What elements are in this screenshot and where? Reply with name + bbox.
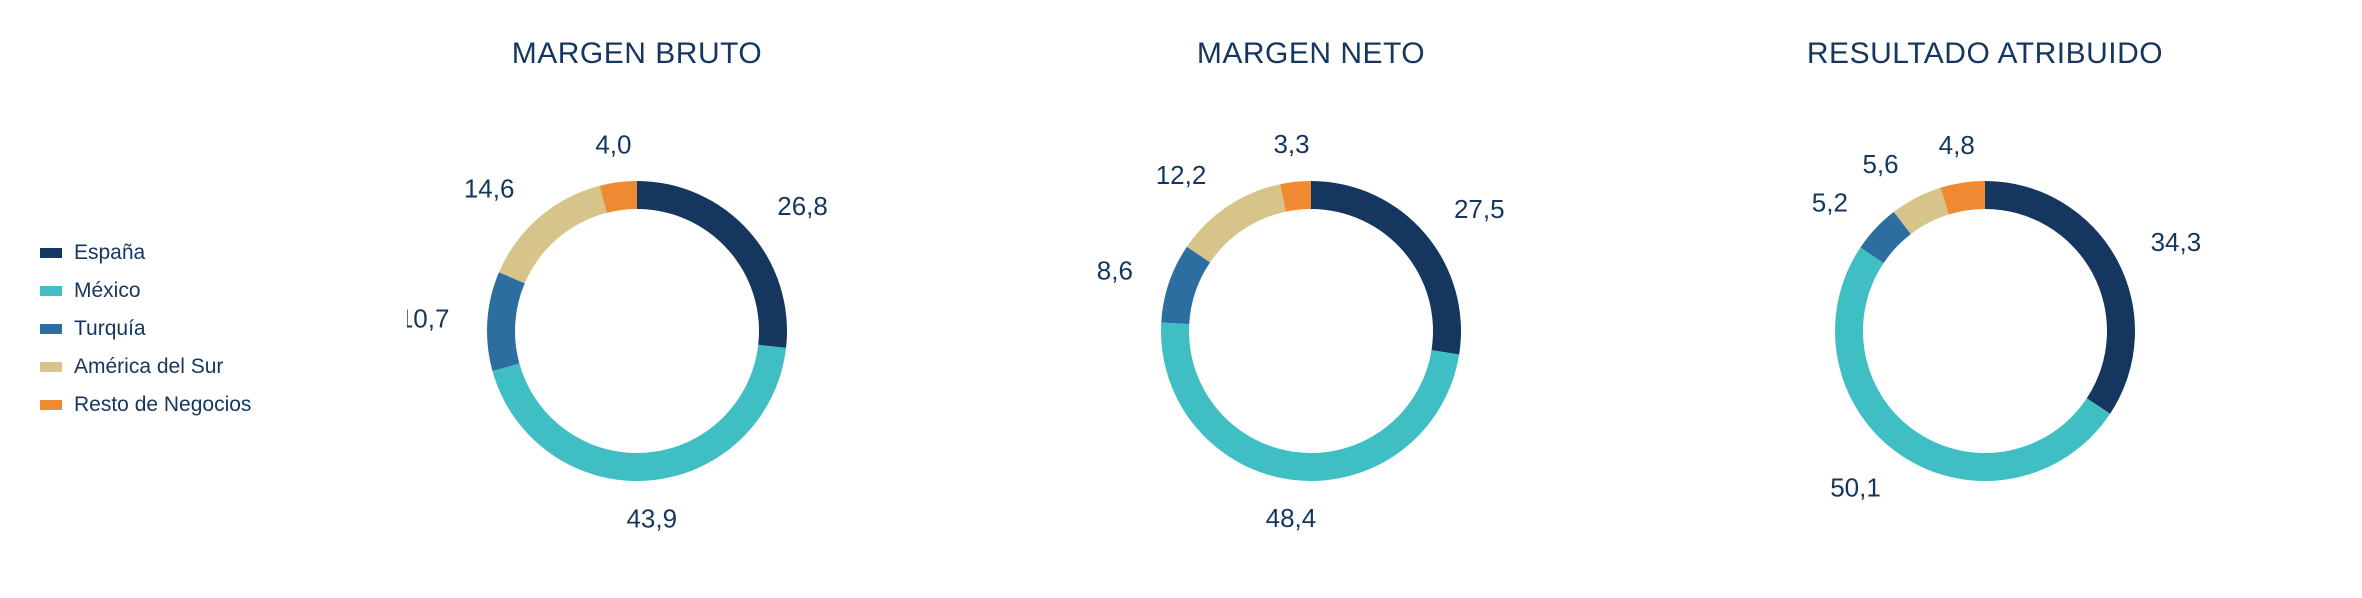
legend-label: Turquía xyxy=(74,317,146,341)
slice-label-espana: 26,8 xyxy=(777,191,828,221)
legend-label: América del Sur xyxy=(74,355,223,379)
slice-espana xyxy=(1311,181,1461,354)
slice-mexico xyxy=(492,345,786,481)
donut-svg: 34,3 50,1 5,2 5,6 4,8 xyxy=(1755,101,2215,561)
chart-dashboard: España México Turquía América del Sur Resto … xyxy=(0,0,2362,598)
legend-item-espana: España xyxy=(40,241,300,265)
donut-svg: 27,5 48,4 8,6 12,2 3,3 xyxy=(1081,101,1541,561)
legend: España México Turquía América del Sur Resto … xyxy=(40,241,300,417)
donut-chart-resultado-atribuido: RESULTADO ATRIBUIDO 34,3 50,1 5,2 5,6 4,8 xyxy=(1755,37,2215,561)
legend-item-resto: Resto de Negocios xyxy=(40,393,300,417)
slice-label-amsur: 12,2 xyxy=(1156,160,1207,190)
slice-amsur xyxy=(1187,184,1286,262)
donut-svg: 26,8 43,9 10,7 14,6 4,0 xyxy=(407,101,867,561)
slice-label-turquia: 10,7 xyxy=(407,304,449,334)
slice-label-resto: 4,0 xyxy=(595,129,631,159)
slice-amsur xyxy=(499,186,607,284)
slice-label-resto: 3,3 xyxy=(1273,129,1309,159)
legend-swatch xyxy=(40,362,62,372)
legend-item-mexico: México xyxy=(40,279,300,303)
slice-label-mexico: 50,1 xyxy=(1830,472,1881,502)
charts-row: MARGEN BRUTO 26,8 43,9 10,7 14,6 4,0 MARGEN NE… xyxy=(300,37,2322,561)
legend-swatch xyxy=(40,324,62,334)
slice-label-amsur: 5,6 xyxy=(1862,149,1898,179)
slice-label-mexico: 48,4 xyxy=(1266,503,1317,533)
legend-swatch xyxy=(40,248,62,258)
slice-turquia xyxy=(487,272,525,371)
slice-label-resto: 4,8 xyxy=(1939,130,1975,160)
legend-label: México xyxy=(74,279,141,303)
slice-espana xyxy=(1985,181,2135,414)
legend-label: Resto de Negocios xyxy=(74,393,251,417)
donut-chart-margen-neto: MARGEN NETO 27,5 48,4 8,6 12,2 3,3 xyxy=(1081,37,1541,561)
slice-label-amsur: 14,6 xyxy=(464,173,515,203)
slice-label-mexico: 43,9 xyxy=(626,503,677,533)
legend-item-turquia: Turquía xyxy=(40,317,300,341)
legend-label: España xyxy=(74,241,145,265)
legend-item-amsur: América del Sur xyxy=(40,355,300,379)
slice-label-turquia: 8,6 xyxy=(1097,256,1133,286)
slice-label-turquia: 5,2 xyxy=(1812,187,1848,217)
chart-title: MARGEN NETO xyxy=(1197,37,1425,71)
donut-chart-margen-bruto: MARGEN BRUTO 26,8 43,9 10,7 14,6 4,0 xyxy=(407,37,867,561)
slice-label-espana: 27,5 xyxy=(1454,194,1505,224)
legend-swatch xyxy=(40,400,62,410)
slice-espana xyxy=(637,181,787,348)
slice-label-espana: 34,3 xyxy=(2151,227,2202,257)
slice-mexico xyxy=(1835,247,2110,481)
slice-turquia xyxy=(1161,247,1210,324)
chart-title: MARGEN BRUTO xyxy=(512,37,762,71)
chart-title: RESULTADO ATRIBUIDO xyxy=(1807,37,2163,71)
slice-mexico xyxy=(1161,323,1459,481)
legend-swatch xyxy=(40,286,62,296)
